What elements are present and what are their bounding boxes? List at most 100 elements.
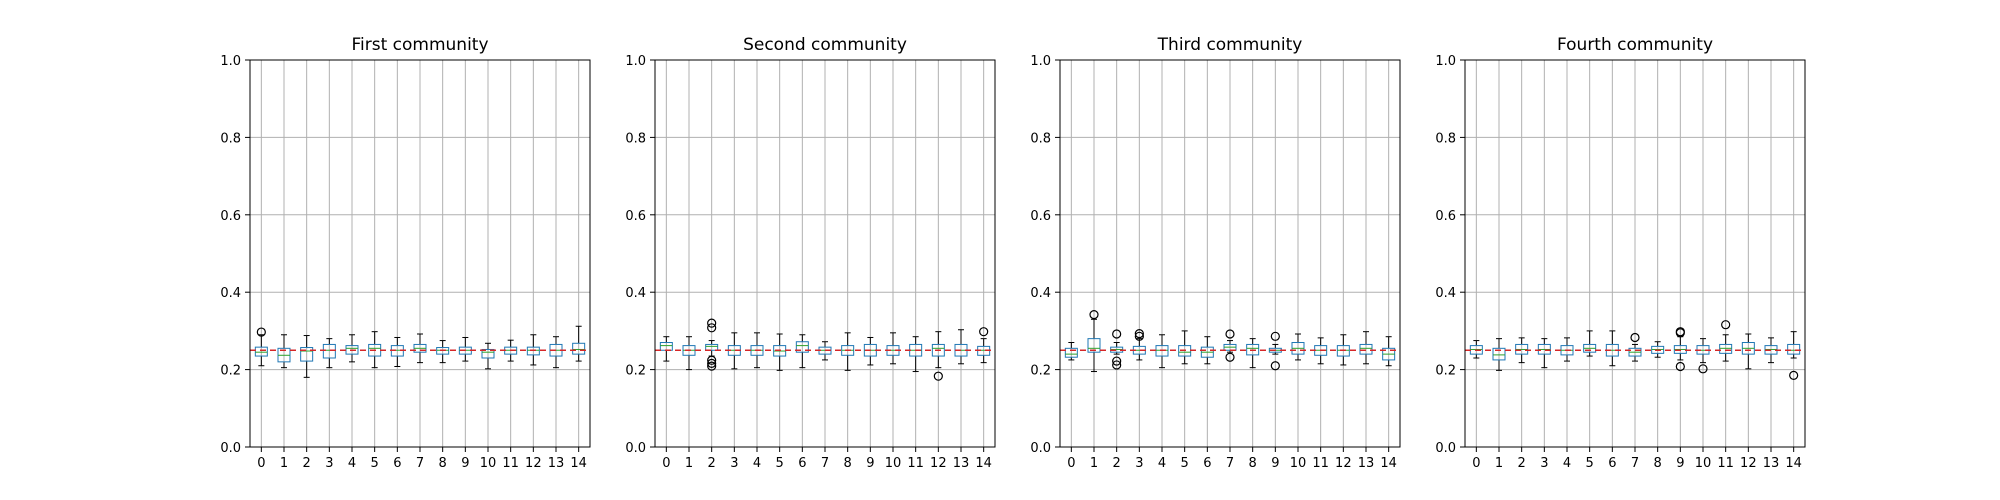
outlier-point: [256, 327, 266, 337]
y-tick-label: 0.8: [1435, 131, 1456, 146]
iqr-box: [572, 342, 586, 355]
iqr-box: [795, 341, 809, 353]
x-tick-label: 9: [1676, 456, 1684, 471]
x-tick-label: 0: [257, 456, 265, 471]
x-tick-label: 6: [798, 456, 806, 471]
outlier-point: [707, 323, 717, 333]
box-plot: [1673, 327, 1687, 372]
box-plot: [368, 331, 382, 369]
box-plot: [1719, 320, 1733, 362]
outlier-point: [979, 327, 989, 337]
box-plot: [526, 334, 540, 366]
x-tick-label: 9: [461, 456, 469, 471]
x-tick-label: 1: [1495, 456, 1503, 471]
y-tick-label: 0.6: [220, 209, 241, 224]
x-tick-label: 8: [844, 456, 852, 471]
y-tick-label: 0.6: [1030, 209, 1051, 224]
x-tick-label: 2: [1113, 456, 1121, 471]
y-tick-label: 1.0: [1435, 54, 1456, 69]
x-tick-label: 12: [930, 456, 947, 471]
x-tick-label: 7: [821, 456, 829, 471]
box-plot: [1200, 336, 1214, 365]
x-tick-label: 4: [753, 456, 761, 471]
iqr-box: [322, 343, 336, 359]
iqr-box: [254, 346, 268, 357]
x-tick-label: 1: [280, 456, 288, 471]
x-tick-label: 3: [730, 456, 738, 471]
x-tick-label: 0: [1067, 456, 1075, 471]
y-tick-label: 0.8: [220, 131, 241, 146]
x-tick-label: 4: [1563, 456, 1571, 471]
x-tick-label: 0: [1472, 456, 1480, 471]
iqr-box: [1359, 343, 1373, 355]
outlier-point: [1270, 331, 1280, 341]
outlier-point: [707, 358, 717, 369]
box-plot: [1291, 333, 1305, 361]
iqr-box: [1336, 345, 1350, 357]
x-tick-label: 11: [1717, 456, 1734, 471]
x-tick-label: 12: [1740, 456, 1757, 471]
x-tick-label: 12: [525, 456, 542, 471]
outlier-point: [1089, 310, 1099, 320]
box-plot: [1515, 337, 1529, 364]
outlier-point: [1112, 329, 1122, 339]
outlier-point: [1225, 329, 1235, 339]
outlier-point: [1789, 370, 1799, 381]
chart-panel-4: 0.00.20.40.60.81.00 1 2 3 4 5 6 7 8 9 10 11 12 13 14Fo…: [1435, 35, 1806, 471]
x-tick-label: 6: [1203, 456, 1211, 471]
box-plot: [277, 334, 291, 369]
y-tick-label: 0.2: [1435, 364, 1456, 379]
chart-title: Fourth community: [1557, 35, 1713, 55]
outlier-point: [1698, 364, 1708, 374]
x-tick-label: 9: [1271, 456, 1279, 471]
x-tick-label: 1: [685, 456, 693, 471]
box-plot: [705, 318, 719, 371]
y-tick-label: 0.4: [1435, 286, 1456, 301]
y-tick-label: 0.4: [1030, 286, 1051, 301]
box-plot: [1110, 329, 1124, 370]
x-tick-label: 7: [1631, 456, 1639, 471]
y-tick-label: 1.0: [625, 54, 646, 69]
box-plot: [659, 336, 673, 362]
y-tick-label: 0.0: [1030, 441, 1051, 456]
x-tick-label: 10: [480, 456, 497, 471]
x-tick-label: 3: [1540, 456, 1548, 471]
y-tick-label: 0.2: [220, 364, 241, 379]
y-tick-label: 0.4: [625, 286, 646, 301]
outlier-point: [1225, 352, 1235, 362]
x-tick-label: 13: [953, 456, 970, 471]
box-plot: [300, 335, 314, 378]
box-plot: [1492, 338, 1506, 371]
x-tick-label: 2: [303, 456, 311, 471]
box-plot: [1741, 333, 1755, 370]
x-tick-label: 14: [1785, 456, 1802, 471]
iqr-box: [526, 346, 540, 356]
x-tick-label: 11: [502, 456, 519, 471]
chart-title: Second community: [743, 35, 907, 55]
x-tick-label: 8: [439, 456, 447, 471]
x-tick-label: 10: [885, 456, 902, 471]
y-tick-label: 0.6: [1435, 209, 1456, 224]
iqr-box: [931, 343, 945, 357]
x-tick-label: 7: [416, 456, 424, 471]
x-tick-label: 1: [1090, 456, 1098, 471]
iqr-box: [300, 347, 314, 362]
x-tick-label: 14: [975, 456, 992, 471]
y-tick-label: 0.0: [1435, 441, 1456, 456]
iqr-box: [1246, 343, 1260, 356]
outlier-point: [1675, 328, 1685, 338]
outlier-point: [707, 355, 717, 365]
x-tick-label: 13: [548, 456, 565, 471]
chart-title: First community: [351, 35, 488, 55]
box-plot: [1223, 329, 1237, 362]
x-tick-label: 5: [371, 456, 379, 471]
x-tick-label: 10: [1290, 456, 1307, 471]
y-tick-label: 0.2: [1030, 364, 1051, 379]
outlier-point: [1270, 361, 1280, 371]
x-tick-label: 3: [1135, 456, 1143, 471]
x-tick-label: 6: [393, 456, 401, 471]
box-plot: [1087, 310, 1101, 373]
box-plot: [1628, 332, 1642, 362]
y-tick-label: 1.0: [220, 54, 241, 69]
